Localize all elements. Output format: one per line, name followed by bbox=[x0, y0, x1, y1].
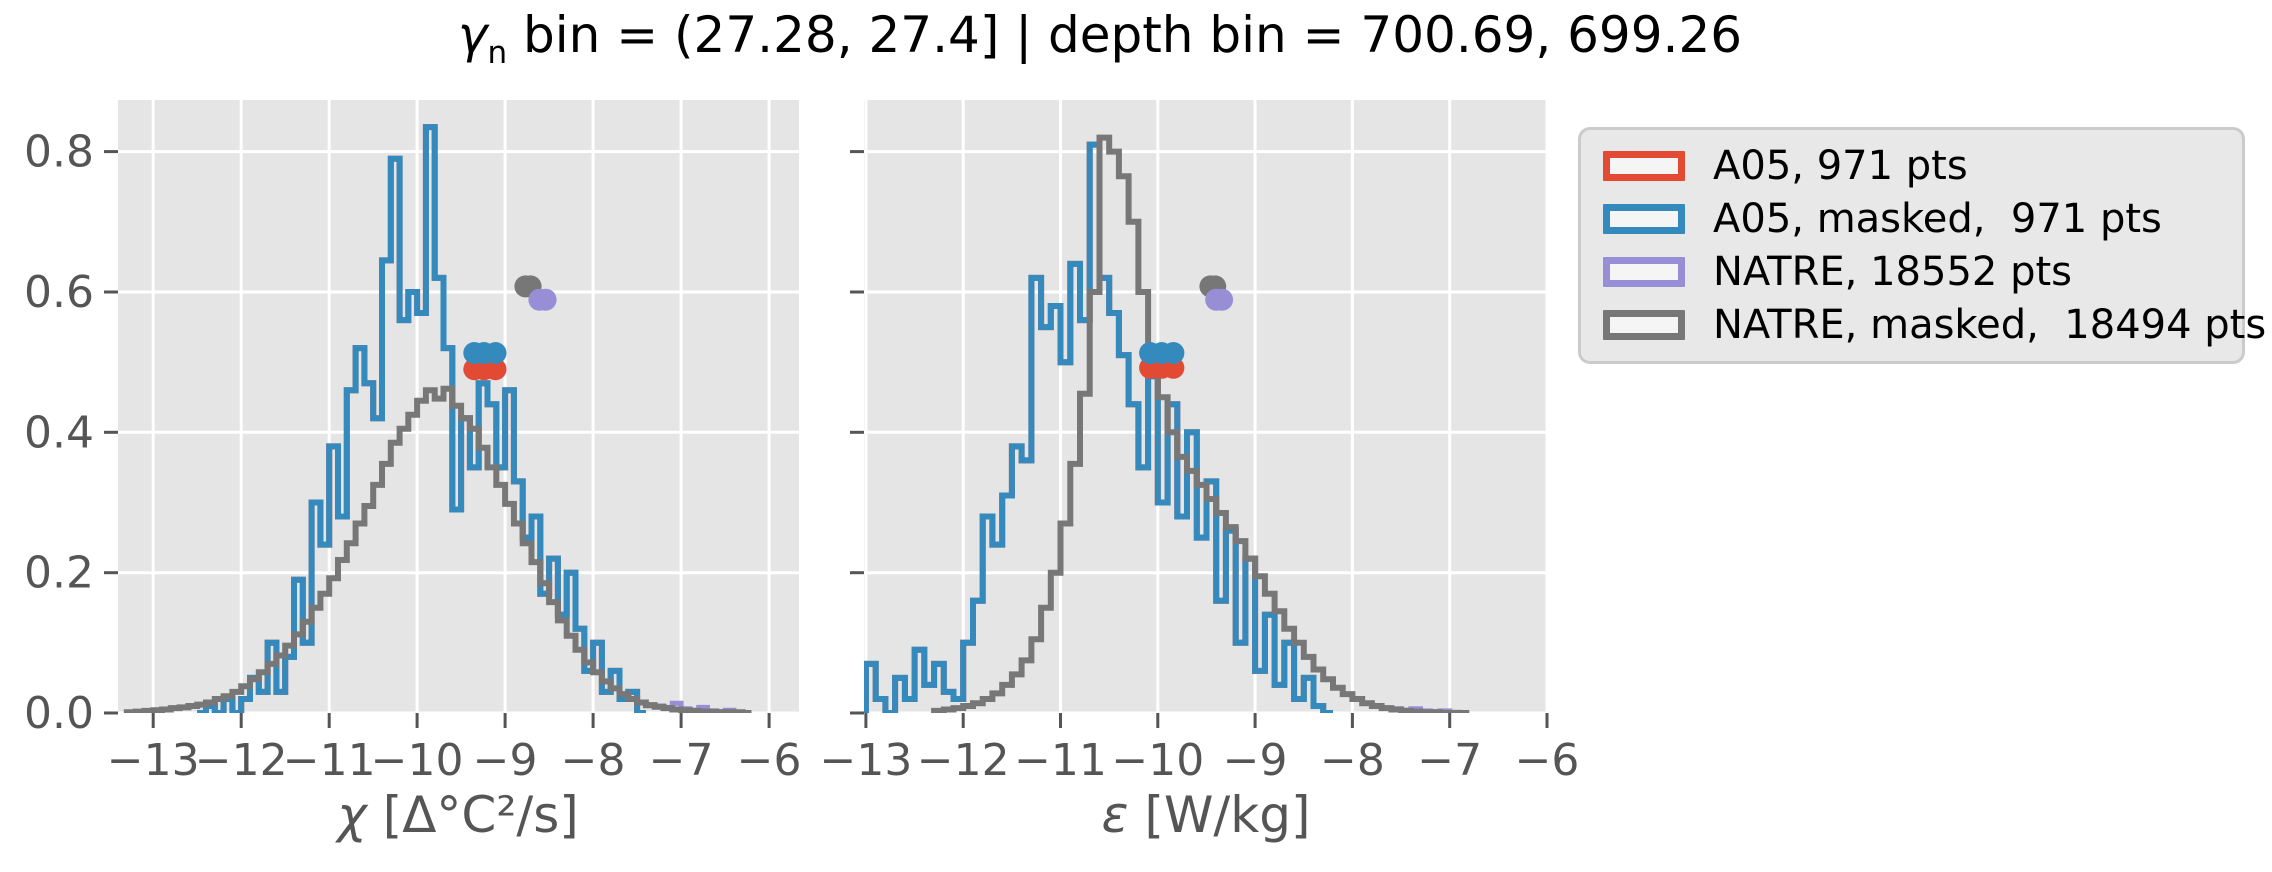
legend: A05, 971 pts A05, masked, 971 pts NATRE, 1… bbox=[1578, 127, 2266, 364]
mean-marker-dot bbox=[1162, 342, 1185, 364]
y-tick-label: 0.2 bbox=[24, 548, 94, 599]
x-tick-label: −10 bbox=[371, 735, 464, 786]
legend-item: NATRE, 18552 pts bbox=[1603, 249, 2232, 295]
legend-swatch bbox=[1603, 256, 1685, 287]
title-gamma-subscript: n bbox=[487, 35, 508, 71]
legend-swatch bbox=[1603, 151, 1685, 182]
x-tick-label: −11 bbox=[283, 735, 376, 786]
x-tick-label: −7 bbox=[1417, 735, 1482, 786]
y-tick-label: 0.6 bbox=[24, 267, 94, 318]
legend-swatch bbox=[1603, 204, 1685, 235]
legend-label: A05, masked, 971 pts bbox=[1713, 196, 2162, 243]
x-tick-label: −6 bbox=[1515, 735, 1580, 786]
histogram-chi bbox=[123, 385, 752, 713]
legend-item: A05, 971 pts bbox=[1603, 143, 2232, 189]
legend-item: NATRE, masked, 18494 pts bbox=[1603, 302, 2266, 348]
x-tick-label: −9 bbox=[1223, 735, 1288, 786]
legend-item: A05, masked, 971 pts bbox=[1603, 196, 2232, 242]
x-tick-label: −9 bbox=[473, 735, 538, 786]
epsilon-units: [W/kg] bbox=[1128, 786, 1311, 844]
x-tick-label: −12 bbox=[195, 735, 288, 786]
x-tick-label: −6 bbox=[737, 735, 802, 786]
histogram-epsilon bbox=[931, 134, 1470, 713]
chi-symbol: χ bbox=[337, 786, 367, 844]
y-tick-label: 0.8 bbox=[24, 127, 94, 178]
title-gamma-symbol: γ bbox=[457, 6, 488, 64]
plot-background bbox=[864, 100, 1548, 713]
xlabel-epsilon: ε [W/kg] bbox=[1102, 786, 1311, 844]
chi-units: [Δ°C²/s] bbox=[366, 786, 579, 844]
legend-swatch bbox=[1603, 309, 1685, 340]
mean-marker-dot bbox=[1211, 288, 1234, 311]
x-tick-label: −13 bbox=[819, 735, 912, 786]
x-tick-label: −12 bbox=[917, 735, 1010, 786]
x-tick-label: −8 bbox=[561, 735, 626, 786]
legend-label: A05, 971 pts bbox=[1713, 143, 1968, 190]
x-tick-label: −11 bbox=[1014, 735, 1107, 786]
x-tick-label: −8 bbox=[1320, 735, 1385, 786]
xlabel-chi: χ [Δ°C²/s] bbox=[337, 786, 579, 844]
y-tick-label: 0.4 bbox=[24, 407, 94, 458]
figure-title: γn bin = (27.28, 27.4] | depth bin = 700… bbox=[0, 6, 2200, 69]
legend-label: NATRE, 18552 pts bbox=[1713, 248, 2072, 295]
x-tick-label: −10 bbox=[1111, 735, 1204, 786]
mean-marker-dot bbox=[484, 342, 507, 364]
epsilon-symbol: ε bbox=[1101, 786, 1129, 844]
mean-marker-dot bbox=[534, 288, 557, 311]
title-text: bin = (27.28, 27.4] | depth bin = 700.69… bbox=[507, 6, 1743, 64]
x-tick-label: −7 bbox=[649, 735, 714, 786]
histogram-chi bbox=[197, 124, 646, 713]
x-tick-label: −13 bbox=[107, 735, 200, 786]
legend-label: NATRE, masked, 18494 pts bbox=[1713, 301, 2267, 348]
mean-marker-dot bbox=[484, 358, 507, 381]
y-tick-label: 0.0 bbox=[24, 688, 94, 739]
